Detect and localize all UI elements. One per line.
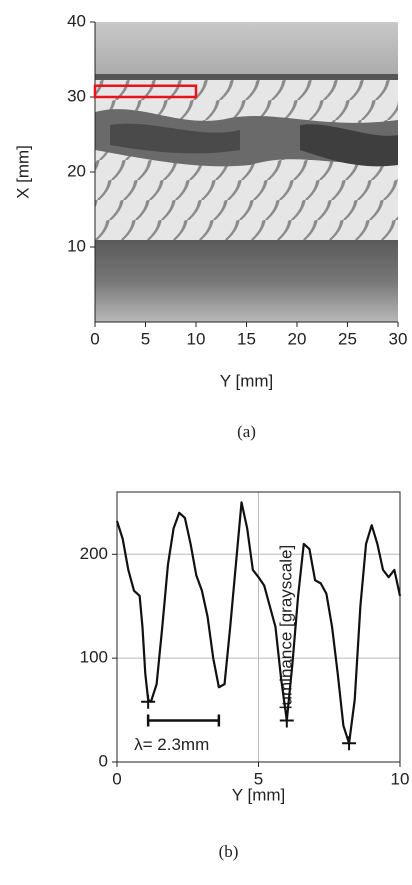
line-series (115, 501, 402, 745)
x-tick-label: 0 (112, 769, 121, 788)
y-axis-label: X [mm] (13, 145, 32, 199)
minimum-marker (342, 736, 357, 751)
x-tick-label: 10 (391, 769, 410, 788)
x-tick-label: 5 (141, 329, 150, 348)
y-tick-label: 10 (67, 236, 86, 255)
x-tick-label: 0 (90, 329, 99, 348)
y-tick-label: 100 (80, 648, 108, 667)
weld-image (95, 22, 398, 322)
x-tick-label: 5 (254, 769, 263, 788)
y-tick-label: 30 (67, 86, 86, 105)
x-axis-label: Y [mm] (220, 371, 274, 390)
y-tick-label: 40 (67, 11, 86, 30)
y-axis-label: luminance [grayscale] (276, 545, 295, 709)
minimum-marker (279, 713, 294, 728)
caption: (b) (219, 842, 239, 861)
y-tick-label: 20 (67, 161, 86, 180)
minimum-marker (141, 694, 156, 709)
highlight-region (93, 84, 198, 99)
x-tick-label: 15 (237, 329, 256, 348)
x-tick-label: 30 (389, 329, 408, 348)
x-tick-label: 10 (187, 329, 206, 348)
y-tick-label: 0 (99, 751, 108, 770)
x-tick-label: 25 (338, 329, 357, 348)
caption: (a) (237, 422, 256, 441)
y-tick-label: 200 (80, 544, 108, 563)
wavelength-label: λ= 2.3mm (134, 735, 209, 754)
plot-frame (116, 491, 401, 763)
x-tick-label: 20 (288, 329, 307, 348)
x-axis-label: Y [mm] (232, 785, 286, 804)
wavelength-bracket (146, 714, 221, 727)
